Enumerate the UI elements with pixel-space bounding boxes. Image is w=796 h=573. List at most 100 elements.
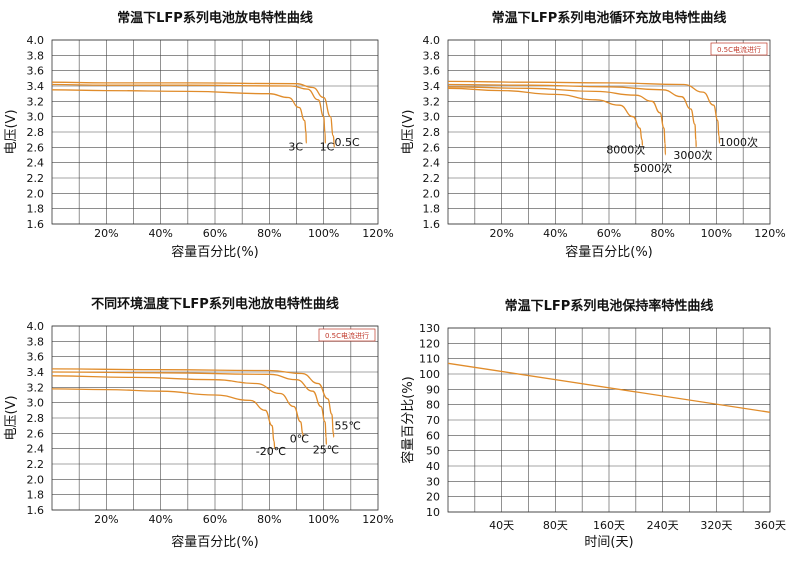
y-tick-label: 2.4: [423, 157, 441, 170]
y-tick-label: 3.0: [27, 111, 45, 124]
y-tick-label: 30: [426, 475, 440, 488]
chart-panel-discharge-rate: 常温下LFP系列电池放电特性曲线 1.6 1.8 2.0 2.2 2.4 2.6 2.8 3.0…: [4, 10, 394, 260]
y-tick-label: 3.2: [27, 95, 45, 108]
y-tick-label: 1.6: [423, 218, 441, 231]
x-tick-label: 40%: [543, 227, 567, 240]
plot-area: [51, 325, 379, 511]
series-label: 0.5C: [335, 136, 360, 149]
y-tick-label: 70: [426, 414, 440, 427]
x-tick-label: 320天: [700, 519, 732, 532]
y-tick-label: 2.0: [423, 187, 441, 200]
x-tick-label: 20%: [94, 227, 118, 240]
x-axis-label: 容量百分比(%): [565, 244, 653, 260]
plot-area: [51, 39, 379, 225]
y-tick-label: 2.8: [27, 412, 45, 425]
y-tick-label: 100: [419, 368, 440, 381]
y-tick-label: 1.8: [27, 489, 45, 502]
series-label: 25℃: [313, 443, 339, 456]
x-tick-label: 160天: [593, 519, 625, 532]
y-tick-label: 2.0: [27, 187, 45, 200]
y-tick-label: 3.2: [27, 381, 45, 394]
x-tick-label: 240天: [647, 519, 679, 532]
note-box: [710, 42, 768, 56]
y-tick-label: 80: [426, 399, 440, 412]
chart-panel-retention: 常温下LFP系列电池保持率特性曲线 10 20 30 40 50 60 70 80 90 100 11…: [400, 298, 786, 550]
y-tick-label: 2.2: [27, 172, 45, 185]
y-tick-label: 2.6: [423, 141, 441, 154]
x-tick-label: 80%: [257, 227, 281, 240]
series-line: [51, 371, 328, 446]
y-tick-label: 3.8: [27, 49, 45, 62]
y-axis-label: 电压(V): [4, 395, 19, 440]
series-line: [51, 83, 326, 145]
series-label: 3000次: [673, 148, 712, 162]
y-tick-label: 20: [426, 491, 440, 504]
y-tick-label: 3.8: [27, 335, 45, 348]
series-line: [447, 362, 771, 413]
series-label: 55℃: [335, 420, 361, 433]
y-tick-label: 4.0: [27, 320, 45, 333]
chart-panel-cycle-life: 常温下LFP系列电池循环充放电特性曲线 1.6 1.8 2.0 2.2 2.4 2.6 2.8…: [401, 10, 786, 260]
x-tick-label: 60%: [203, 227, 227, 240]
y-tick-label: 3.6: [27, 65, 45, 78]
x-tick-label: 120%: [362, 513, 393, 526]
series-line: [51, 89, 307, 145]
series-line: [51, 368, 335, 438]
y-tick-label: 3.2: [423, 95, 441, 108]
series-label: 8000次: [606, 142, 645, 156]
x-tick-label: 40%: [148, 227, 172, 240]
y-tick-label: 1.6: [27, 218, 45, 231]
y-tick-label: 2.6: [27, 141, 45, 154]
x-tick-label: 80天: [543, 519, 568, 532]
y-tick-label: 1.6: [27, 504, 45, 517]
series-label: 3C: [288, 140, 303, 153]
series-line: [447, 80, 721, 145]
series-line: [447, 83, 697, 148]
y-tick-label: 3.4: [423, 80, 441, 93]
x-tick-label: 100%: [701, 227, 732, 240]
y-tick-label: 4.0: [27, 34, 45, 47]
y-tick-label: 40: [426, 460, 440, 473]
series-label: 1000次: [719, 135, 758, 149]
y-tick-label: 2.2: [423, 172, 441, 185]
y-tick-label: 2.4: [27, 157, 45, 170]
y-tick-label: 3.6: [27, 351, 45, 364]
x-tick-label: 120%: [362, 227, 393, 240]
y-tick-label: 110: [419, 353, 440, 366]
x-axis-label: 容量百分比(%): [171, 534, 259, 550]
x-tick-label: 360天: [754, 519, 786, 532]
x-tick-label: 100%: [308, 227, 339, 240]
y-axis-label: 电压(V): [401, 109, 416, 154]
y-tick-label: 2.2: [27, 458, 45, 471]
y-tick-label: 3.4: [27, 366, 45, 379]
y-tick-label: 2.4: [27, 443, 45, 456]
y-tick-label: 2.8: [423, 126, 441, 139]
y-tick-label: 1.8: [423, 203, 441, 216]
note-box: [318, 328, 376, 342]
y-tick-label: 120: [419, 337, 440, 350]
x-tick-label: 40天: [489, 519, 514, 532]
y-tick-label: 4.0: [423, 34, 441, 47]
series-label: 1C: [320, 140, 335, 153]
y-tick-label: 3.0: [27, 397, 45, 410]
y-tick-label: 90: [426, 383, 440, 396]
chart-title: 常温下LFP系列电池循环充放电特性曲线: [492, 10, 727, 26]
chart-title: 常温下LFP系列电池放电特性曲线: [117, 10, 313, 26]
note-text: 0.5C电流进行: [325, 331, 369, 340]
y-tick-label: 50: [426, 445, 440, 458]
x-tick-label: 80%: [650, 227, 674, 240]
y-tick-label: 3.4: [27, 80, 45, 93]
x-tick-label: 60%: [203, 513, 227, 526]
chart-title: 不同环境温度下LFP系列电池放电特性曲线: [91, 296, 339, 312]
y-tick-label: 60: [426, 429, 440, 442]
series-label: -20℃: [256, 445, 286, 458]
x-tick-label: 40%: [148, 513, 172, 526]
y-tick-label: 2.0: [27, 473, 45, 486]
note-text: 0.5C电流进行: [717, 45, 761, 54]
series-line: [447, 86, 667, 156]
y-tick-label: 2.8: [27, 126, 45, 139]
x-tick-label: 60%: [597, 227, 621, 240]
x-tick-label: 80%: [257, 513, 281, 526]
x-tick-label: 20%: [489, 227, 513, 240]
